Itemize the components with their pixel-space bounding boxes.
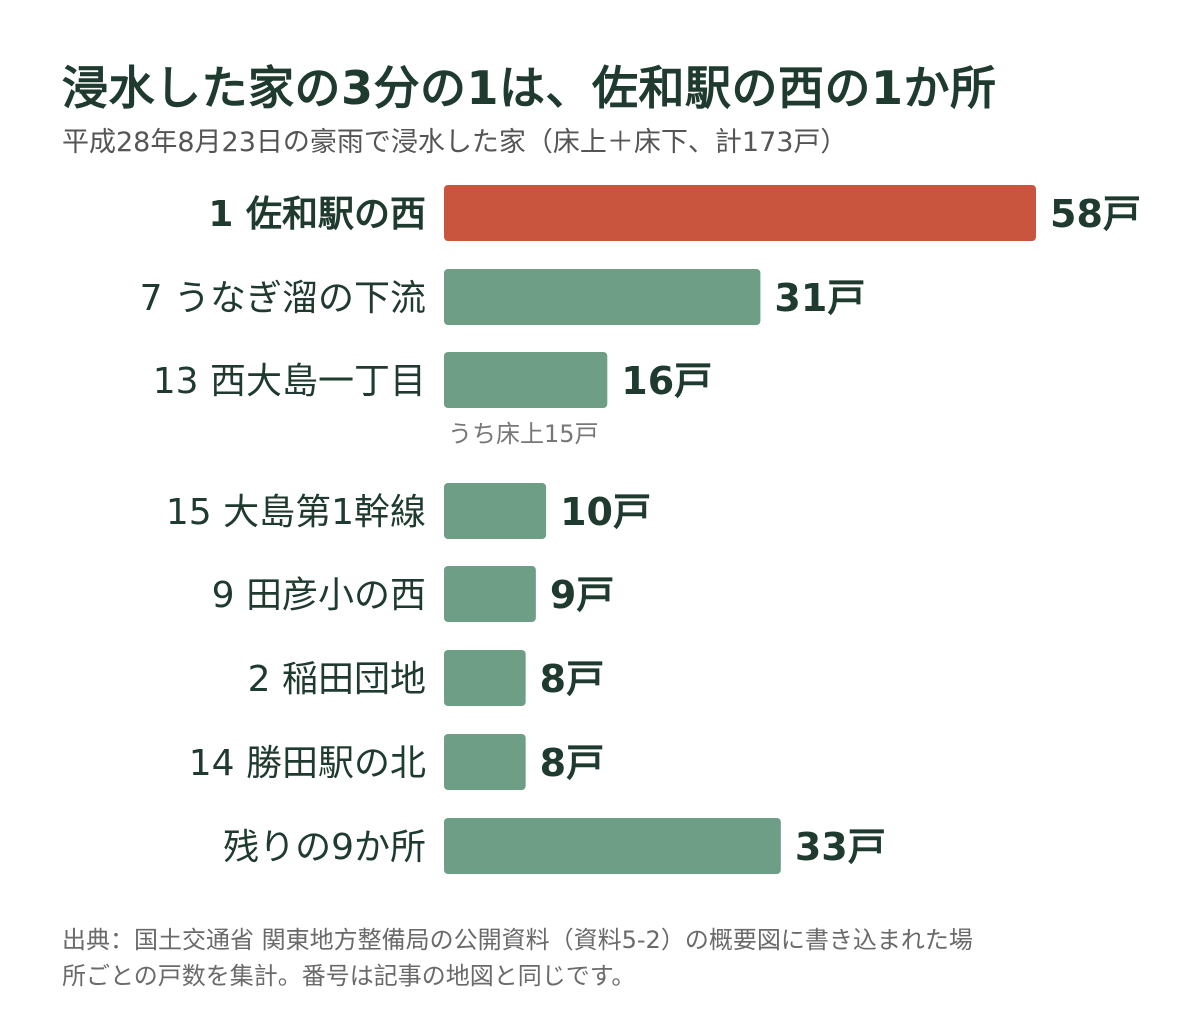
bar-row: 14 勝田駅の北 8戸: [189, 734, 604, 790]
bar: [444, 650, 526, 706]
bar: [444, 818, 781, 874]
category-label: 7 うなぎ溜の下流: [140, 278, 426, 319]
bar-row: 残りの9か所 33戸: [223, 818, 886, 874]
category-label: 14 勝田駅の北: [189, 743, 426, 784]
bar-row: 7 うなぎ溜の下流 31戸: [140, 269, 865, 325]
chart-subtitle: 平成28年8月23日の豪雨で浸水した家（床上＋床下、計173戸）: [62, 127, 848, 158]
value-label: 33戸: [795, 825, 886, 869]
source-note-line-2: 所ごとの戸数を集計。番号は記事の地図と同じです。: [62, 962, 636, 990]
bar-row: 15 大島第1幹線 10戸: [166, 483, 651, 539]
bar-chart: 1 佐和駅の西 58戸 7 うなぎ溜の下流 31戸 13 西大島一丁目 16戸 15 大島第…: [140, 185, 1141, 874]
source-note-line-1: 出典：国土交通省 関東地方整備局の公開資料（資料5-2）の概要図に書き込まれた場: [62, 926, 973, 954]
value-label: 8戸: [540, 741, 604, 785]
bar-row: 1 佐和駅の西 58戸: [208, 185, 1141, 241]
bar-row: 9 田彦小の西 9戸: [212, 566, 614, 622]
bar-annotation: うち床上15戸: [448, 420, 599, 448]
bar: [444, 734, 526, 790]
value-label: 16戸: [621, 359, 712, 403]
category-label: 15 大島第1幹線: [166, 492, 426, 533]
value-label: 8戸: [540, 657, 604, 701]
value-label: 9戸: [550, 573, 614, 617]
category-label: 2 稲田団地: [248, 659, 426, 700]
category-label: 残りの9か所: [223, 827, 426, 868]
bar: [444, 566, 536, 622]
bar: [444, 269, 761, 325]
category-label: 9 田彦小の西: [212, 575, 426, 616]
category-label: 13 西大島一丁目: [153, 361, 426, 402]
bar-row: 13 西大島一丁目 16戸: [153, 352, 712, 408]
chart-title: 浸水した家の3分の1は、佐和駅の西の1か所: [62, 61, 997, 115]
value-label: 58戸: [1050, 192, 1141, 236]
bar: [444, 483, 547, 539]
source-note: 出典：国土交通省 関東地方整備局の公開資料（資料5-2）の概要図に書き込まれた場…: [62, 922, 1142, 994]
value-label: 31戸: [774, 276, 865, 320]
bar-highlight: [444, 185, 1036, 241]
value-label: 10戸: [560, 490, 651, 534]
category-label: 1 佐和駅の西: [208, 194, 426, 235]
bar: [444, 352, 608, 408]
bar-row: 2 稲田団地 8戸: [248, 650, 604, 706]
